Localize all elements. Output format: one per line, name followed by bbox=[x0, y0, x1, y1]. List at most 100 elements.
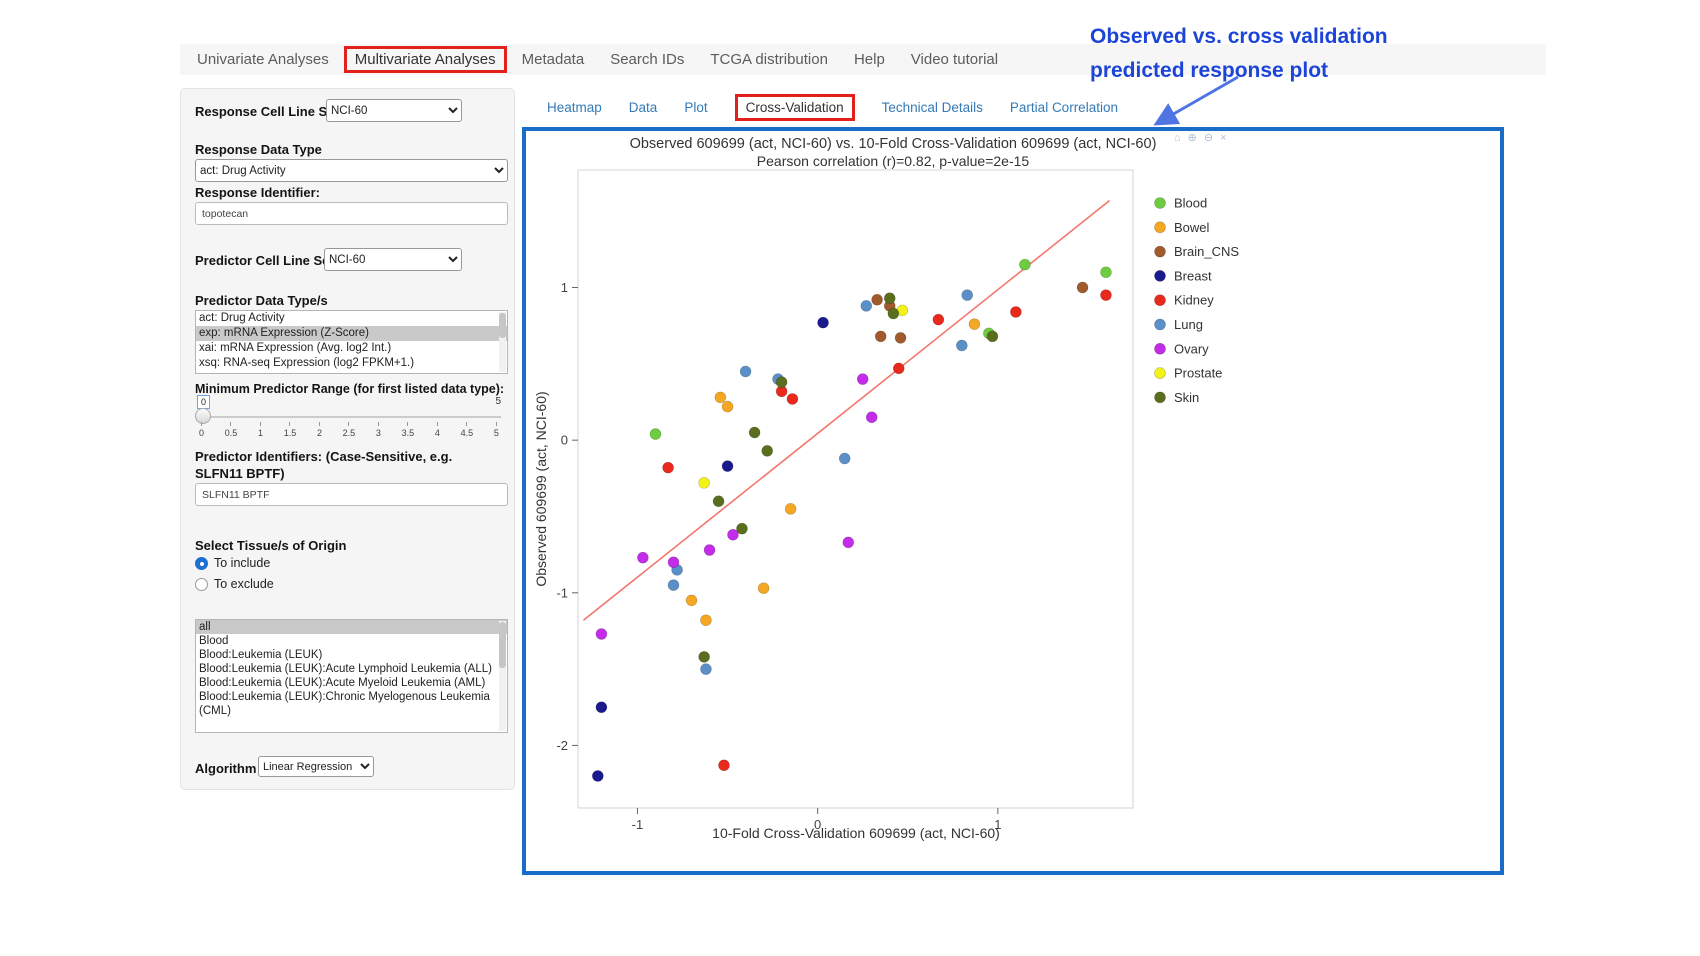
y-tick-label: 1 bbox=[561, 280, 568, 295]
data-point-ovary bbox=[727, 528, 739, 541]
scrollbar[interactable] bbox=[499, 621, 506, 731]
legend-item-blood[interactable]: Blood bbox=[1154, 196, 1208, 211]
data-point-ovary bbox=[842, 536, 855, 549]
data-point-ovary bbox=[667, 556, 680, 569]
algorithm-label: Algorithm bbox=[195, 761, 257, 776]
data-point-bowel bbox=[784, 503, 797, 515]
legend-item-ovary[interactable]: Ovary bbox=[1154, 341, 1210, 356]
legend-label: Bowel bbox=[1174, 220, 1210, 235]
data-point-lung bbox=[700, 663, 712, 675]
tissue-origin-label: Select Tissue/s of Origin bbox=[195, 538, 347, 553]
main-nav: Univariate Analyses Multivariate Analyses… bbox=[180, 44, 1546, 75]
chart-title: Observed 609699 (act, NCI-60) vs. 10-Fol… bbox=[630, 136, 1157, 152]
tissue-option-blood-leukemia-leuk-acute-myeloid-leukemia-aml[interactable]: Blood:Leukemia (LEUK):Acute Myeloid Leuk… bbox=[199, 677, 486, 689]
predictor-identifiers-input[interactable] bbox=[195, 483, 508, 506]
home-icon[interactable]: ⌂ bbox=[1174, 132, 1181, 144]
subtab-partial-correlation[interactable]: Partial Correlation bbox=[1009, 100, 1118, 115]
subtab-heatmap[interactable]: Heatmap bbox=[547, 100, 602, 115]
nav-tab-univariate-analyses[interactable]: Univariate Analyses bbox=[197, 51, 329, 68]
algorithm-select[interactable]: Linear Regression bbox=[258, 756, 374, 777]
to-exclude-label: To exclude bbox=[214, 577, 274, 591]
scrollbar-thumb[interactable] bbox=[499, 622, 506, 669]
zoom-in-icon[interactable]: ⊕ bbox=[1187, 132, 1197, 144]
predictor-type-option-xsq-rna-seq-expression-log2-fpkm-1[interactable]: xsq: RNA-seq Expression (log2 FPKM+1.) bbox=[199, 357, 415, 369]
to-exclude-radio[interactable] bbox=[195, 577, 208, 591]
subtab-cross-validation[interactable]: Cross-Validation bbox=[734, 94, 855, 121]
nav-tab-help[interactable]: Help bbox=[853, 51, 885, 68]
nav-tab-video-tutorial[interactable]: Video tutorial bbox=[910, 51, 999, 68]
slider-tick-4: 4 bbox=[435, 422, 440, 438]
predictor-type-option-exp-mrna-expression-z-score[interactable]: exp: mRNA Expression (Z-Score) bbox=[196, 326, 507, 341]
subtab-data[interactable]: Data bbox=[628, 100, 658, 115]
data-point-blood bbox=[1019, 258, 1031, 271]
zoom-out-icon[interactable]: ⊖ bbox=[1203, 132, 1214, 144]
data-point-brain-cns bbox=[894, 332, 907, 344]
predictor-type-option-xai-mrna-expression-avg-log2-int[interactable]: xai: mRNA Expression (Avg. log2 Int.) bbox=[199, 342, 392, 354]
slider-tick-0-5: 0.5 bbox=[225, 422, 237, 438]
legend-label: Ovary bbox=[1174, 341, 1209, 356]
data-point-lung bbox=[961, 289, 974, 301]
predictor-cell-line-set-select[interactable]: NCI-60 bbox=[324, 248, 462, 271]
slider-value-badge: 0 bbox=[197, 395, 211, 409]
response-cell-line-set-select[interactable]: NCI-60 bbox=[326, 99, 462, 122]
subtab-technical-details[interactable]: Technical Details bbox=[881, 100, 983, 115]
data-point-bowel bbox=[968, 318, 981, 330]
x-tick-label: -1 bbox=[632, 817, 644, 832]
tissue-option-blood[interactable]: Blood bbox=[199, 635, 229, 647]
legend-swatch bbox=[1154, 318, 1166, 331]
tissue-option-blood-leukemia-leuk[interactable]: Blood:Leukemia (LEUK) bbox=[199, 649, 323, 661]
data-point-skin bbox=[761, 445, 774, 457]
subtab-bar: Heatmap Data Plot Cross-Validation Technical… bbox=[547, 94, 1118, 121]
data-point-lung bbox=[667, 579, 680, 591]
legend-swatch bbox=[1154, 294, 1166, 306]
plotly-modebar: ⌂ ⊕ ⊖ × bbox=[1174, 132, 1227, 144]
data-point-bowel bbox=[721, 400, 734, 413]
scrollbar-thumb[interactable] bbox=[499, 313, 506, 339]
slider-tick-row: 0 0.5 1 1.5 2 2.5 3 3.5 4 4.5 5 bbox=[199, 422, 499, 438]
response-data-type-select[interactable]: act: Drug Activity bbox=[195, 159, 508, 182]
min-predictor-range-slider: 0 5 0 0.5 1 1.5 2 2.5 3 3.5 4 4.5 5 bbox=[195, 395, 501, 443]
nav-tab-search-ids[interactable]: Search IDs bbox=[610, 51, 685, 68]
data-point-skin bbox=[986, 330, 999, 343]
slider-max-label: 5 bbox=[495, 396, 501, 407]
nav-tab-tcga-distribution[interactable]: TCGA distribution bbox=[710, 51, 828, 68]
nav-tab-multivariate-analyses[interactable]: Multivariate Analyses bbox=[343, 46, 507, 73]
data-point-brain-cns bbox=[1076, 281, 1089, 294]
legend-item-bowel[interactable]: Bowel bbox=[1154, 220, 1210, 235]
min-predictor-range-label: Minimum Predictor Range (for first liste… bbox=[195, 382, 505, 396]
data-point-ovary bbox=[637, 551, 649, 564]
plot-container: ⌂ ⊕ ⊖ × Observed 609699 (act, NCI-60) vs. 1… bbox=[522, 127, 1504, 875]
data-point-breast bbox=[817, 316, 829, 329]
legend-item-breast[interactable]: Breast bbox=[1154, 268, 1212, 283]
to-include-radio[interactable] bbox=[195, 556, 208, 570]
scrollbar[interactable] bbox=[499, 312, 506, 372]
tissue-option-blood-leukemia-leuk-chronic-myelogenous-leukemia-cml[interactable]: Blood:Leukemia (LEUK):Chronic Myelogenou… bbox=[199, 691, 490, 717]
tissue-option-blood-leukemia-leuk-acute-lymphoid-leukemia-all[interactable]: Blood:Leukemia (LEUK):Acute Lymphoid Leu… bbox=[199, 663, 492, 675]
subtab-plot[interactable]: Plot bbox=[684, 100, 708, 115]
radio-row-include: To include bbox=[195, 556, 270, 570]
legend-item-skin[interactable]: Skin bbox=[1154, 390, 1200, 405]
nav-tab-metadata[interactable]: Metadata bbox=[521, 51, 585, 68]
data-point-kidney bbox=[718, 759, 730, 772]
legend-item-lung[interactable]: Lung bbox=[1154, 317, 1203, 332]
predictor-identifiers-label: Predictor Identifiers: (Case-Sensitive, … bbox=[195, 449, 453, 481]
close-icon[interactable]: × bbox=[1220, 132, 1227, 144]
data-point-lung bbox=[838, 452, 851, 465]
y-axis-label: Observed 609699 (act, NCI-60) bbox=[533, 391, 549, 586]
data-point-bowel bbox=[700, 614, 712, 627]
x-tick-label: 1 bbox=[994, 817, 1001, 832]
response-identifier-input[interactable] bbox=[195, 202, 508, 225]
tissue-option-all[interactable]: all bbox=[196, 620, 507, 634]
predictor-type-option-act-drug-activity[interactable]: act: Drug Activity bbox=[199, 312, 285, 324]
data-point-ovary bbox=[865, 411, 878, 424]
slider-tick-0: 0 bbox=[199, 422, 204, 438]
legend-item-brain-cns[interactable]: Brain_CNS bbox=[1154, 244, 1240, 259]
slider-handle[interactable] bbox=[195, 408, 211, 424]
legend-label: Prostate bbox=[1174, 366, 1222, 381]
legend-item-kidney[interactable]: Kidney bbox=[1154, 293, 1215, 308]
slider-tick-2: 2 bbox=[317, 422, 322, 438]
data-point-breast bbox=[592, 770, 604, 782]
slider-track[interactable] bbox=[197, 416, 501, 418]
legend-swatch bbox=[1154, 245, 1166, 258]
legend-item-prostate[interactable]: Prostate bbox=[1154, 366, 1223, 381]
